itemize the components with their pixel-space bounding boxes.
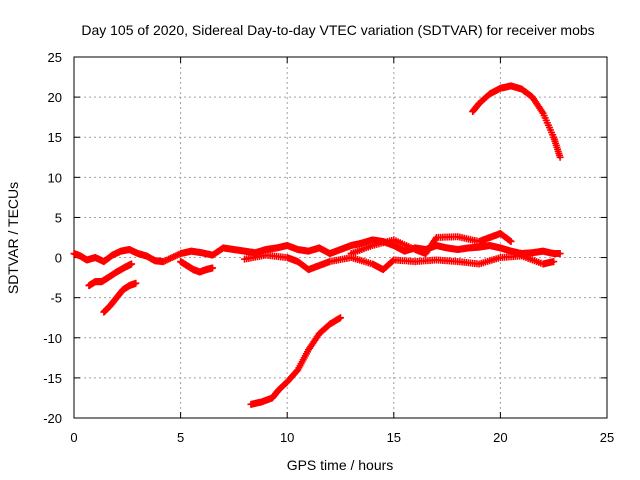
- series-arc-1-3h-descent: [100, 279, 140, 316]
- x-tick-label: 25: [600, 430, 614, 445]
- y-tick-label: 0: [55, 251, 62, 266]
- x-tick-label: 0: [70, 430, 77, 445]
- grid: [74, 57, 607, 418]
- data-point: [128, 260, 136, 268]
- x-tick-label: 5: [177, 430, 184, 445]
- y-tick-label: 5: [55, 210, 62, 225]
- series-arc-19-23h-peak: [469, 82, 564, 161]
- data-point: [550, 258, 558, 266]
- x-tick-label: 10: [280, 430, 294, 445]
- y-tick-label: -15: [43, 371, 62, 386]
- x-tick-label: 15: [387, 430, 401, 445]
- y-tick-label: -10: [43, 331, 62, 346]
- chart-title: Day 105 of 2020, Sidereal Day-to-day VTE…: [81, 22, 594, 38]
- data-point: [556, 153, 564, 161]
- series-arc-8-12.5h-rise: [247, 314, 344, 408]
- data-point: [556, 250, 564, 258]
- series-arc-5-6.5h: [177, 258, 217, 276]
- y-tick-label: 10: [48, 170, 62, 185]
- axis-ticks: 0 5 10 15 20 25 -20 -15 -10 -5 0 5 10 15 20 25: [43, 50, 614, 445]
- data-point: [132, 279, 140, 287]
- series-arc-upper-band: [347, 229, 515, 258]
- data-point: [337, 314, 344, 322]
- data-point: [507, 238, 515, 246]
- data-points: [70, 82, 564, 408]
- y-tick-label: 15: [48, 130, 62, 145]
- y-tick-label: 25: [48, 50, 62, 65]
- y-tick-label: -20: [43, 411, 62, 426]
- data-point: [506, 237, 514, 245]
- x-axis-label: GPS time / hours: [287, 457, 394, 473]
- plot-frame: [73, 56, 608, 419]
- data-point: [209, 264, 217, 272]
- y-tick-label: -5: [50, 291, 62, 306]
- x-tick-label: 20: [493, 430, 507, 445]
- series-arc-0-3h-low: [85, 260, 136, 290]
- y-axis-label: SDTVAR / TECUs: [5, 182, 21, 294]
- y-tick-label: 20: [48, 90, 62, 105]
- series-arc-lower-band: [241, 251, 558, 274]
- series-arc-main-baseline: [70, 236, 564, 266]
